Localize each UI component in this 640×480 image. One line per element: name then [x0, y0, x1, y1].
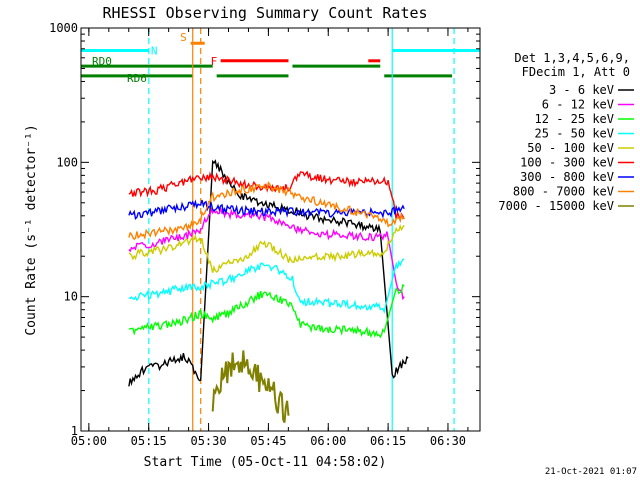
legend-label: 12 - 25 keV — [535, 112, 614, 126]
series-line-100-300-kev — [128, 170, 405, 223]
legend-header-line-2: FDecim 1, Att 0 — [522, 65, 630, 79]
y-tick-label: 10 — [64, 290, 78, 304]
flag-bars: N S F RD0 RD6 — [81, 31, 480, 85]
series-line-50-100-kev — [128, 224, 405, 273]
x-tick-label: 05:45 — [250, 434, 286, 448]
y-tick-label: 100 — [56, 155, 78, 169]
legend-label: 3 - 6 keV — [549, 83, 614, 97]
legend-header-line-1: Det 1,3,4,5,6,9, — [514, 51, 630, 65]
series-line-25-50-kev — [128, 258, 405, 315]
flag-label-rd0: RD0 — [92, 55, 112, 68]
flag-label-f: F — [211, 55, 218, 68]
legend-label: 6 - 12 keV — [542, 98, 614, 112]
chart-title: RHESSI Observing Summary Count Rates — [102, 4, 427, 22]
series-line-3-6-kev — [128, 159, 409, 387]
legend: Det 1,3,4,5,6,9, FDecim 1, Att 0 3 - 6 k… — [498, 51, 634, 213]
series-line-7000-15000-kev — [211, 350, 290, 423]
plot-frame — [80, 27, 481, 432]
legend-label: 100 - 300 keV — [520, 156, 614, 170]
x-tick-label: 05:00 — [71, 434, 107, 448]
footer-timestamp: 21-Oct-2021 01:07 — [545, 467, 637, 477]
legend-label: 7000 - 15000 keV — [498, 199, 614, 213]
x-axis-label: Start Time (05-Oct-11 04:58:02) — [144, 455, 387, 470]
legend-label: 50 - 100 keV — [527, 141, 614, 155]
x-tick-label: 06:00 — [310, 434, 346, 448]
series-line-12-25-kev — [128, 283, 405, 339]
legend-label: 25 - 50 keV — [535, 127, 614, 141]
flag-label-n: N — [151, 44, 158, 57]
flag-label-s: S — [180, 31, 187, 44]
x-tick-label: 05:30 — [190, 434, 226, 448]
y-tick-label: 1000 — [49, 21, 78, 35]
legend-label: 300 - 800 keV — [520, 170, 614, 184]
x-tick-label: 06:30 — [430, 434, 466, 448]
y-tick-label: 1 — [71, 424, 78, 438]
x-tick-label: 05:15 — [131, 434, 167, 448]
axes: 05:00 05:15 05:30 05:45 06:00 06:15 06:30 1 10 10… — [49, 21, 480, 448]
legend-label: 800 - 7000 keV — [513, 185, 614, 199]
flag-label-rd6: RD6 — [127, 72, 147, 85]
series-line-800-7000-kev — [128, 181, 405, 241]
x-tick-label: 06:15 — [370, 434, 406, 448]
y-axis-label: Count Rate (s⁻¹ detector⁻¹) — [24, 124, 39, 335]
series-lines — [128, 159, 409, 423]
